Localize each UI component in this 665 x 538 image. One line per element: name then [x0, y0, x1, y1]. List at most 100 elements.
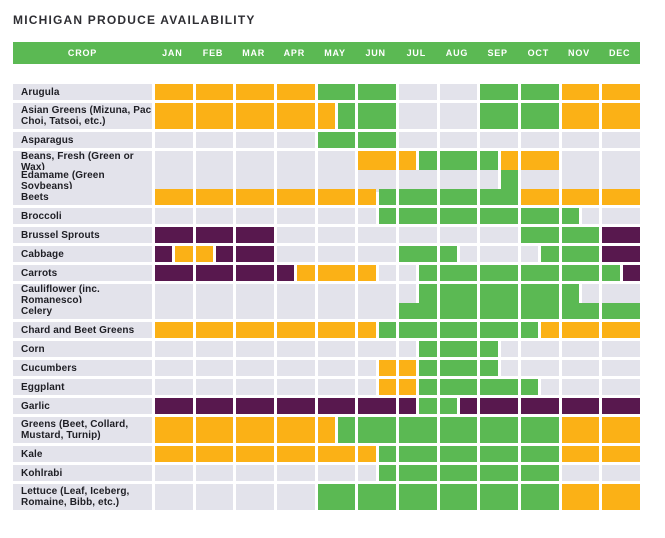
availability-half-cell: [419, 360, 437, 376]
availability-cell: [399, 341, 437, 357]
month-header-dec: DEC: [608, 48, 631, 58]
availability-cell: [236, 265, 274, 281]
availability-cell: [358, 398, 396, 414]
availability-half-cell: [399, 379, 417, 395]
availability-cell: [480, 151, 519, 173]
availability-cell: [521, 379, 559, 395]
availability-cell: [358, 465, 397, 481]
availability-half-cell: [480, 170, 498, 192]
availability-cell: [480, 170, 519, 192]
availability-cell: [399, 151, 437, 173]
availability-half-cell: [216, 246, 234, 262]
availability-cell: [236, 417, 274, 443]
availability-cell: [155, 417, 193, 443]
availability-cell: [602, 341, 640, 357]
availability-cell: [358, 446, 397, 462]
availability-cell: [155, 189, 193, 205]
availability-cell: [439, 227, 478, 243]
availability-cell: [236, 303, 274, 319]
availability-cell: [195, 484, 234, 510]
availability-cell: [602, 303, 640, 319]
availability-cell: [277, 84, 315, 100]
availability-cell: [399, 303, 437, 319]
availability-cell: [317, 265, 356, 281]
availability-half-cell: [358, 379, 376, 395]
table-body: Arugula Asian Greens (Mizuna, Pac Choi, T…: [13, 84, 641, 510]
availability-cell: [521, 465, 559, 481]
availability-cell: [399, 360, 437, 376]
crop-label: Carrots: [13, 265, 152, 281]
availability-half-cell: [297, 265, 315, 281]
availability-cell: [358, 132, 396, 148]
availability-cell: [195, 322, 234, 338]
crop-label: Asian Greens (Mizuna, Pac Choi, Tatsoi, …: [13, 103, 152, 129]
availability-cell: [195, 246, 234, 262]
availability-cell: [317, 484, 356, 510]
availability-half-cell: [419, 379, 437, 395]
availability-cell: [195, 208, 234, 224]
availability-half-cell: [399, 151, 417, 173]
availability-cell: [480, 360, 519, 376]
availability-cell: [439, 132, 478, 148]
crop-label: Lettuce (Leaf, Iceberg, Romaine, Bibb, e…: [13, 484, 152, 510]
crop-row: Cauliflower (inc. Romanesco): [13, 284, 640, 306]
availability-cell: [480, 417, 518, 443]
availability-cell: [480, 465, 518, 481]
crop-row: Kohlrabi: [13, 465, 640, 481]
availability-half-cell: [399, 265, 417, 281]
availability-half-cell: [500, 360, 519, 376]
availability-cell: [480, 379, 518, 395]
availability-cell: [561, 360, 600, 376]
month-header-sep: SEP: [487, 48, 508, 58]
availability-cell: [155, 151, 193, 173]
availability-cell: [480, 265, 518, 281]
availability-half-cell: [378, 446, 397, 462]
availability-cell: [358, 322, 397, 338]
availability-half-cell: [521, 322, 539, 338]
availability-cell: [521, 341, 559, 357]
availability-cell: [236, 465, 274, 481]
availability-cell: [317, 151, 356, 173]
availability-half-cell: [378, 322, 397, 338]
month-header-feb: FEB: [202, 48, 224, 58]
availability-half-cell: [561, 208, 579, 224]
crop-label: Eggplant: [13, 379, 152, 395]
crop-label: Corn: [13, 341, 152, 357]
availability-cell: [561, 189, 600, 205]
crop-row: Cabbage: [13, 246, 640, 262]
availability-cell: [480, 227, 518, 243]
availability-half-cell: [500, 170, 519, 192]
availability-half-cell: [378, 208, 397, 224]
availability-half-cell: [541, 246, 559, 262]
availability-cell: [521, 103, 559, 129]
availability-cell: [439, 189, 478, 205]
availability-cell: [358, 341, 396, 357]
availability-cell: [602, 398, 640, 414]
availability-cell: [317, 103, 356, 129]
availability-cell: [358, 284, 396, 306]
availability-cell: [399, 484, 437, 510]
availability-half-cell: [521, 379, 539, 395]
availability-half-cell: [460, 398, 478, 414]
availability-half-cell: [378, 465, 397, 481]
availability-cell: [602, 379, 640, 395]
crop-label: Cabbage: [13, 246, 152, 262]
availability-cell: [195, 417, 234, 443]
availability-cell: [439, 151, 478, 173]
availability-cell: [236, 246, 274, 262]
page: MICHIGAN PRODUCE AVAILABILITY CROP JAN FE…: [13, 13, 641, 510]
availability-half-cell: [500, 151, 519, 173]
availability-half-cell: [358, 322, 376, 338]
availability-half-cell: [541, 379, 559, 395]
availability-half-cell: [195, 246, 213, 262]
availability-cell: [317, 446, 356, 462]
availability-cell: [521, 446, 559, 462]
availability-cell: [399, 284, 437, 306]
crop-label: Broccoli: [13, 208, 152, 224]
availability-cell: [317, 360, 356, 376]
availability-cell: [399, 103, 437, 129]
availability-cell: [155, 484, 193, 510]
crop-label: Chard and Beet Greens: [13, 322, 152, 338]
availability-cell: [602, 417, 640, 443]
crop-label: Beets: [13, 189, 152, 205]
